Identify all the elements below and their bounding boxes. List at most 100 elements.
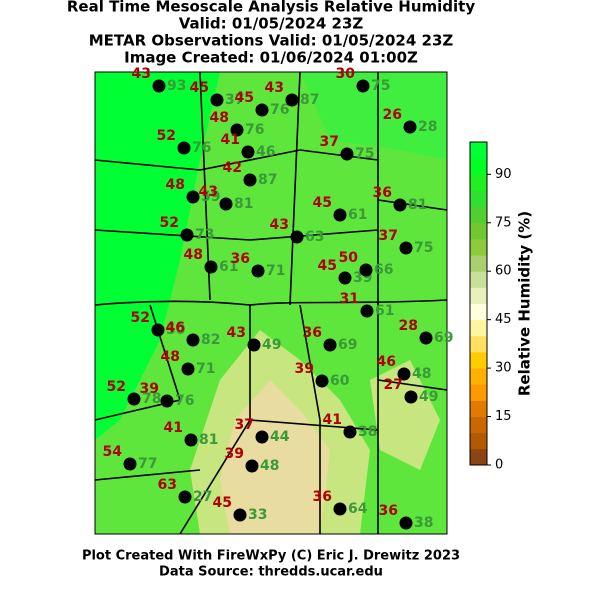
temperature-label: 46 [166, 320, 185, 336]
temperature-label: 43 [132, 66, 151, 82]
station-marker [255, 430, 269, 444]
station-marker [255, 103, 269, 117]
colorbar-band [470, 158, 487, 175]
humidity-label: 61 [348, 207, 367, 223]
humidity-label: 82 [201, 332, 220, 348]
station-marker [178, 490, 192, 504]
colorbar-tick-label: 90 [495, 167, 512, 182]
station-marker [177, 141, 191, 155]
humidity-label: 49 [262, 337, 281, 353]
humidity-label: 69 [338, 337, 357, 353]
humidity-label: 78 [142, 391, 161, 407]
map-frame [94, 71, 448, 535]
humidity-label: 48 [412, 366, 431, 382]
humidity-label: 73 [195, 227, 214, 243]
station-marker [233, 508, 247, 522]
station-marker [219, 197, 233, 211]
temperature-label: 48 [210, 110, 229, 126]
station-marker [180, 228, 194, 242]
temperature-label: 37 [235, 417, 254, 433]
station-marker [290, 230, 304, 244]
colorbar-band [470, 190, 487, 208]
humidity-label: 33 [248, 507, 267, 523]
humidity-label: 48 [260, 458, 279, 474]
temperature-label: 30 [336, 66, 356, 82]
humidity-label: 71 [196, 361, 215, 377]
colorbar-band [470, 206, 487, 224]
temperature-label: 39 [140, 381, 159, 397]
humidity-label: 61 [219, 259, 238, 275]
station-marker [186, 190, 200, 204]
colorbar-tick-label: 30 [495, 361, 512, 376]
temperature-label: 45 [313, 195, 332, 211]
humidity-label: 38 [414, 515, 433, 531]
colorbar-band [470, 319, 487, 337]
colorbar-frame [469, 141, 488, 466]
colorbar-band [470, 432, 487, 450]
humidity-label: 27 [193, 489, 212, 505]
humidity-label: 60 [330, 373, 350, 389]
humidity-label: 66 [374, 262, 393, 278]
temperature-label: 36 [313, 489, 332, 505]
station-marker [323, 338, 337, 352]
colorbar-tick-label: 45 [495, 312, 512, 327]
humidity-label: 44 [270, 429, 290, 445]
temperature-label: 63 [158, 477, 177, 493]
humidity-label: 75 [414, 240, 433, 256]
humidity-label: 59 [201, 189, 220, 205]
humidity-label: 61 [375, 303, 394, 319]
humidity-label: 69 [434, 330, 453, 346]
colorbar-tick-label: 15 [495, 409, 512, 424]
colorbar-band [470, 351, 487, 369]
temperature-label: 28 [399, 318, 418, 334]
colorbar-label: Relative Humidity (%) [516, 211, 534, 396]
temperature-label: 43 [227, 325, 246, 341]
temperature-label: 36 [231, 251, 250, 267]
temperature-label: 27 [384, 377, 403, 393]
humidity-label: 71 [266, 263, 285, 279]
temperature-label: 41 [323, 412, 342, 428]
station-marker [285, 93, 299, 107]
footer-line: Plot Created With FireWxPy (C) Eric J. D… [82, 549, 460, 564]
temperature-label: 26 [383, 107, 402, 123]
humid-region [95, 72, 220, 440]
temperature-label: 43 [199, 184, 218, 200]
humidity-label: 93 [167, 78, 186, 94]
humidity-label: 49 [419, 389, 438, 405]
temperature-label: 48 [161, 349, 180, 365]
colorbar-band [470, 384, 487, 401]
colorbar-tick-label: 60 [495, 264, 512, 279]
humidity-label: 77 [138, 456, 157, 472]
station-marker [247, 338, 261, 352]
station-marker [340, 147, 354, 161]
humidity-label: 28 [418, 119, 437, 135]
station-marker [404, 390, 418, 404]
station-marker [123, 457, 137, 471]
humidity-label: 76 [192, 140, 211, 156]
temperature-label: 43 [265, 80, 284, 96]
colorbar-band [470, 335, 487, 353]
station-marker [243, 173, 257, 187]
humid-region [300, 72, 447, 160]
title-line: Image Created: 01/06/2024 01:00Z [124, 49, 418, 67]
temperature-label: 31 [340, 291, 359, 307]
station-marker [359, 263, 373, 277]
station-marker [399, 241, 413, 255]
station-marker [360, 304, 374, 318]
county-border [94, 149, 379, 431]
temperature-label: 52 [107, 379, 126, 395]
colorbar-band [470, 368, 487, 385]
temperature-label: 37 [320, 134, 339, 150]
station-marker [333, 502, 347, 516]
station-marker [338, 271, 352, 285]
map [94, 71, 448, 535]
colorbar-band [470, 448, 487, 466]
temperature-label: 50 [339, 250, 359, 266]
temperature-label: 43 [270, 217, 289, 233]
humidity-label: 63 [305, 229, 324, 245]
station-marker [241, 145, 255, 159]
station-marker [393, 198, 407, 212]
colorbar-tick-label: 75 [495, 215, 512, 230]
temperature-label: 45 [235, 90, 254, 106]
